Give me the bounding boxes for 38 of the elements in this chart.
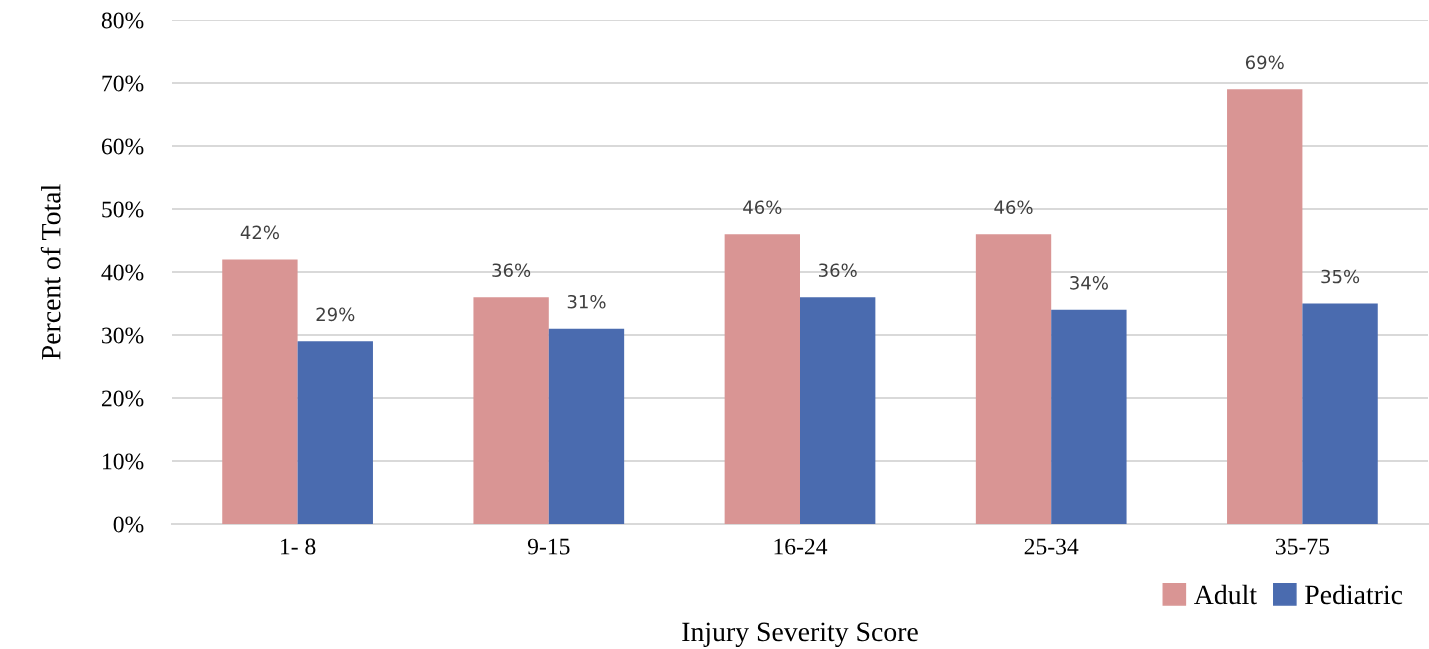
x-axis-title: Injury Severity Score	[682, 622, 918, 647]
bar	[297, 341, 373, 524]
data-label: 31%	[567, 294, 606, 309]
bar	[800, 297, 876, 524]
data-label: 36%	[492, 263, 531, 278]
y-tick-label: 80%	[101, 12, 144, 29]
data-label: 29%	[316, 307, 355, 322]
bar	[1051, 309, 1127, 524]
data-label: 35%	[1321, 269, 1360, 284]
y-tick-label: 70%	[102, 75, 144, 92]
x-tick-label: 35-75	[1275, 538, 1330, 555]
bar	[548, 328, 625, 524]
y-tick-label: 20%	[101, 390, 144, 407]
bar	[473, 297, 549, 524]
x-tick-label: 9-15	[527, 538, 570, 555]
bar	[975, 234, 1052, 524]
y-tick-label: 60%	[101, 138, 144, 155]
data-label: 46%	[994, 200, 1033, 215]
y-tick-label: 50%	[102, 201, 144, 218]
x-tick-label: 25-34	[1024, 538, 1079, 555]
bar	[1227, 89, 1303, 524]
y-axis-title: Percent of Total	[40, 184, 61, 360]
data-label: 34%	[1070, 275, 1108, 290]
y-tick-label: 10%	[103, 453, 144, 470]
data-label: 69%	[1245, 55, 1284, 70]
bar	[1302, 303, 1378, 524]
x-tick-label: 16-24	[774, 538, 828, 555]
legend-label: Adult	[1194, 584, 1257, 605]
data-label: 42%	[240, 225, 279, 240]
x-tick-label: 1- 8	[280, 538, 316, 555]
bar	[724, 234, 800, 524]
data-label: 46%	[743, 200, 782, 215]
bar	[222, 259, 298, 524]
y-tick-label: 40%	[101, 264, 144, 281]
data-label: 36%	[818, 263, 857, 278]
legend-label: Pediatric	[1305, 584, 1403, 605]
y-tick-label: 30%	[102, 327, 144, 344]
y-tick-label: 0%	[113, 516, 144, 533]
